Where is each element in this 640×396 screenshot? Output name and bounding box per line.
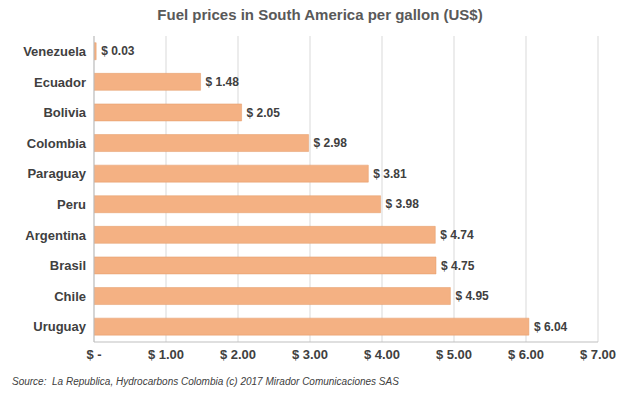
svg-text:$ 4.00: $ 4.00 — [364, 347, 400, 362]
svg-text:$ 3.98: $ 3.98 — [386, 197, 420, 211]
svg-text:$ 4.74: $ 4.74 — [440, 228, 474, 242]
svg-text:$ 1.48: $ 1.48 — [206, 75, 240, 89]
svg-text:Bolivia: Bolivia — [43, 105, 86, 120]
svg-text:$ 4.95: $ 4.95 — [455, 289, 489, 303]
svg-text:$ 6.04: $ 6.04 — [534, 320, 568, 334]
svg-text:$ 2.00: $ 2.00 — [220, 347, 256, 362]
html-text:Source: La Republica, Hydrocar: Source: La Republica, Hydrocarbons Colom… — [12, 376, 399, 387]
svg-text:$ 3.00: $ 3.00 — [292, 347, 328, 362]
svg-text:$ 4.75: $ 4.75 — [441, 259, 475, 273]
svg-text:Venezuela: Venezuela — [23, 44, 87, 59]
svg-text:Ecuador: Ecuador — [34, 75, 86, 90]
svg-text:$ 0.03: $ 0.03 — [101, 44, 135, 58]
svg-text:$ -: $ - — [86, 347, 101, 362]
svg-text:$ 1.00: $ 1.00 — [148, 347, 184, 362]
svg-text:Peru: Peru — [57, 197, 86, 212]
svg-text:$ 2.98: $ 2.98 — [314, 136, 348, 150]
html-text:Fuel prices in South America p: Fuel prices in South America per gallon … — [157, 6, 483, 23]
svg-text:$ 6.00: $ 6.00 — [508, 347, 544, 362]
svg-text:$ 3.81: $ 3.81 — [373, 167, 407, 181]
svg-text:$ 5.00: $ 5.00 — [436, 347, 472, 362]
svg-text:Uruguay: Uruguay — [33, 319, 87, 334]
svg-text:Argentina: Argentina — [25, 228, 86, 243]
svg-text:Brasil: Brasil — [50, 258, 86, 273]
svg-text:Chile: Chile — [54, 289, 86, 304]
svg-text:Colombia: Colombia — [27, 136, 87, 151]
svg-text:$ 2.05: $ 2.05 — [247, 106, 281, 120]
svg-text:$ 7.00: $ 7.00 — [580, 347, 616, 362]
svg-text:Paraguay: Paraguay — [27, 166, 86, 181]
